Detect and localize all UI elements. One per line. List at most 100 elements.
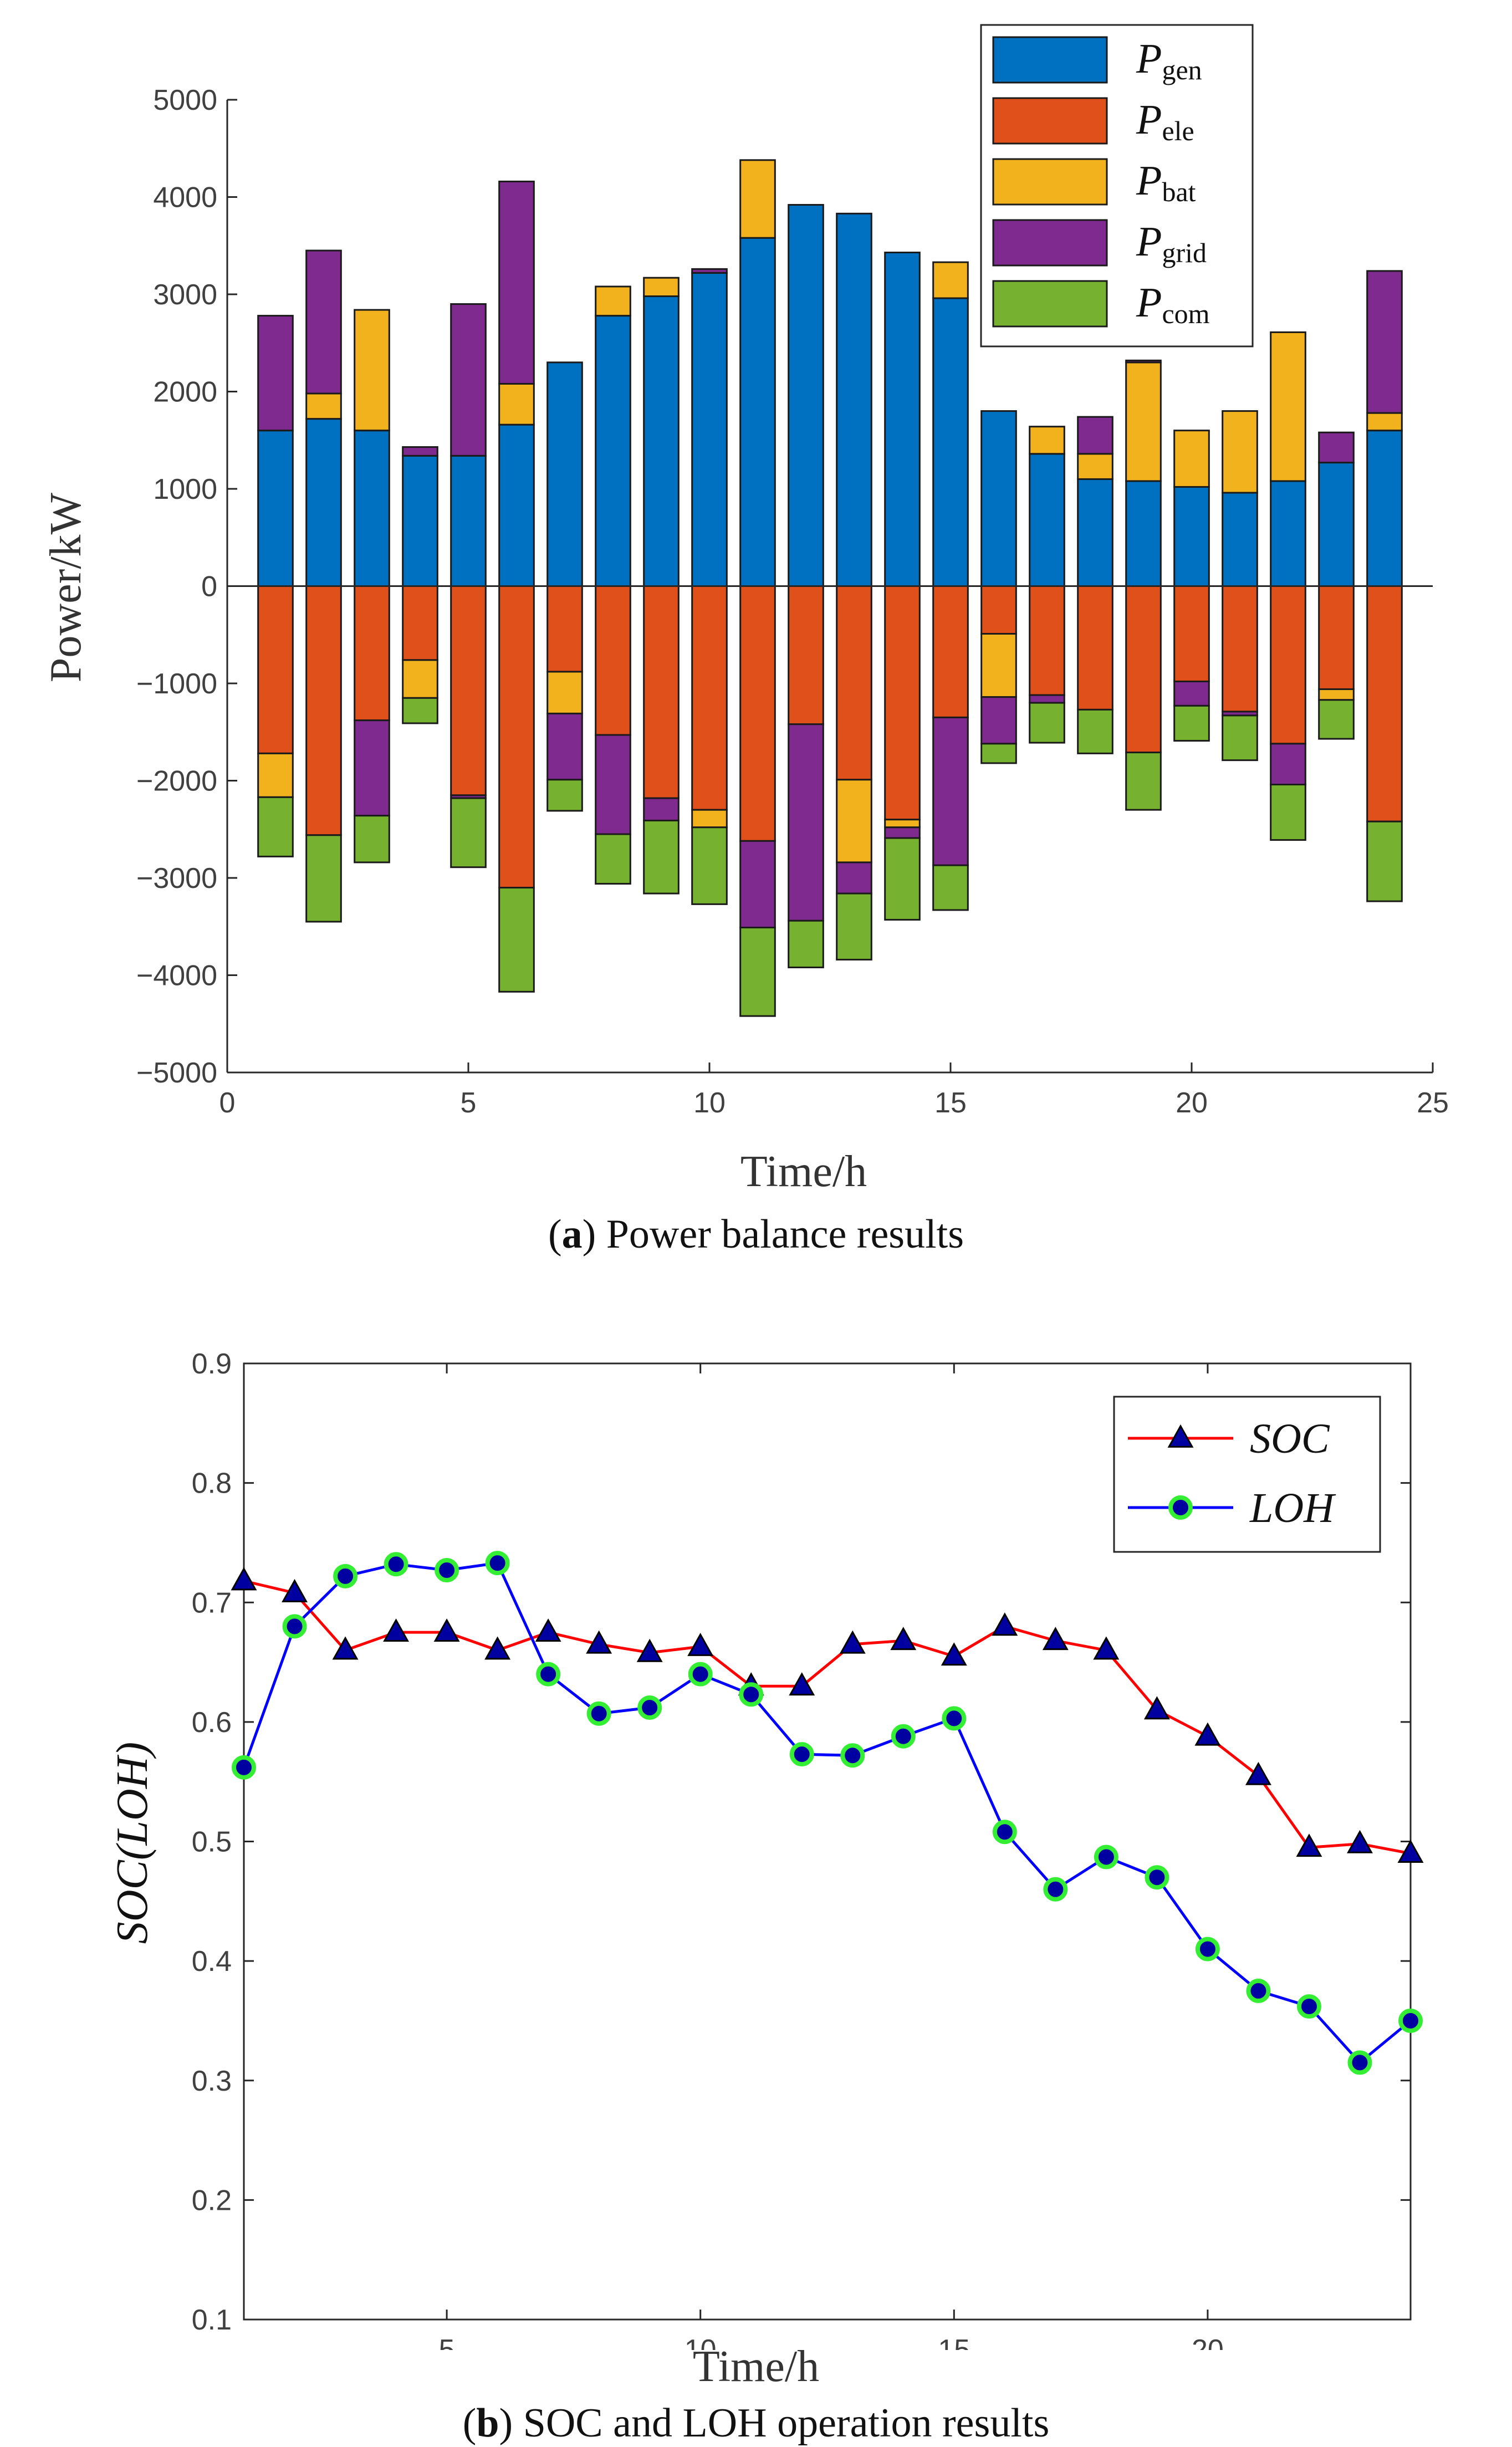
- bar-p-com-negative: [1173, 704, 1210, 742]
- marker-soc: [992, 1612, 1018, 1636]
- bar-p-ele-negative: [980, 585, 1017, 635]
- bar-p-ele-negative: [739, 585, 776, 842]
- marker-loh: [739, 1682, 764, 1707]
- marker-loh: [282, 1614, 307, 1639]
- bar-p-gen-positive: [354, 430, 390, 587]
- bar-p-com-negative: [1318, 699, 1355, 740]
- bar-p-bat-positive: [1366, 412, 1403, 432]
- bar-p-ele-negative: [546, 585, 583, 673]
- x-tick-label-a: 5: [461, 1087, 477, 1119]
- bar-p-grid-negative: [643, 797, 680, 821]
- bar-p-ele-negative: [691, 585, 728, 811]
- y-tick-label-b: 0.8: [192, 1468, 232, 1500]
- bar-p-ele-negative: [643, 585, 680, 799]
- bar-p-com-negative: [257, 796, 294, 857]
- bar-p-com-negative: [354, 815, 390, 864]
- y-tick-label-a: −4000: [136, 960, 217, 992]
- bar-p-ele-negative: [932, 585, 969, 718]
- bar-p-bat-negative: [257, 752, 294, 798]
- bar-p-grid-negative: [546, 712, 583, 781]
- marker-loh: [435, 1558, 459, 1583]
- legend-label-gen: Pgen: [1136, 35, 1202, 85]
- bar-p-gen-positive: [1029, 453, 1065, 587]
- marker-loh: [891, 1724, 916, 1749]
- bar-p-gen-positive: [1270, 480, 1306, 588]
- bar-p-bat-positive: [1029, 426, 1065, 455]
- marker-loh: [992, 1820, 1017, 1845]
- y-tick-label-b: 0.5: [192, 1826, 232, 1858]
- bar-p-gen-positive: [305, 418, 342, 587]
- bar-p-com-negative: [402, 697, 438, 724]
- bar-p-gen-positive: [1366, 430, 1403, 587]
- bar-p-bat-negative: [980, 632, 1017, 698]
- bar-p-gen-positive: [932, 297, 969, 587]
- marker-soc: [484, 1636, 511, 1660]
- bar-p-ele-negative: [1125, 585, 1162, 754]
- bar-p-bat-positive: [1270, 331, 1306, 482]
- bar-p-com-negative: [739, 927, 776, 1017]
- bar-p-bat-negative: [546, 671, 583, 714]
- marker-soc: [332, 1636, 359, 1660]
- legend-b: SOC LOH: [1113, 1396, 1381, 1553]
- y-tick-label-b: 0.7: [192, 1587, 232, 1619]
- marker-loh: [789, 1742, 814, 1767]
- bar-p-com-negative: [595, 833, 631, 885]
- marker-loh: [1398, 2008, 1423, 2033]
- marker-loh: [1094, 1845, 1118, 1869]
- bar-p-com-negative: [980, 743, 1017, 764]
- bar-p-bat-negative: [402, 659, 438, 699]
- marker-soc: [1296, 1833, 1322, 1857]
- marker-loh: [942, 1706, 967, 1731]
- bar-p-grid-negative: [884, 826, 921, 839]
- bar-p-ele-negative: [402, 585, 438, 661]
- power-balance-figure: 5000 4000 3000 2000 1000 0 −1000 −2000 −3000 −400…: [42, 24, 1449, 1257]
- y-tick-label-a: 5000: [153, 84, 217, 116]
- marker-loh: [1347, 2050, 1372, 2075]
- marker-soc: [383, 1618, 410, 1642]
- marker-loh: [840, 1743, 865, 1768]
- bar-p-com-negative: [932, 864, 969, 911]
- y-tick-label-b: 0.2: [192, 2184, 232, 2216]
- bar-p-ele-negative: [884, 585, 921, 821]
- bar-p-com-negative: [1366, 820, 1403, 902]
- bar-p-bat-negative: [1318, 688, 1355, 701]
- bar-p-bat-positive: [498, 382, 535, 426]
- bar-p-ele-negative: [498, 585, 535, 889]
- y-tick-label-a: 1000: [153, 473, 217, 505]
- y-tick-label-a: −3000: [136, 862, 217, 895]
- bar-p-com-negative: [643, 819, 680, 895]
- bar-p-gen-positive: [739, 237, 776, 587]
- marker-loh: [586, 1701, 611, 1726]
- bar-p-bat-positive: [1077, 453, 1113, 480]
- y-tick-label-a: 4000: [153, 182, 217, 214]
- caption-b-letter: b: [476, 2400, 499, 2446]
- bar-p-ele-negative: [1222, 585, 1258, 713]
- legend-swatch-grid: [992, 219, 1108, 267]
- legend-swatch-ele: [992, 97, 1108, 145]
- bar-p-gen-positive: [450, 454, 487, 588]
- bar-p-ele-negative: [1077, 585, 1113, 711]
- bar-p-grid-positive: [402, 446, 438, 457]
- bar-p-grid-positive: [1318, 431, 1355, 464]
- marker-soc: [789, 1672, 815, 1696]
- bar-p-ele-negative: [354, 585, 390, 722]
- legend-marker-soc: [1167, 1424, 1194, 1448]
- legend-swatch-bat: [992, 158, 1108, 206]
- x-tick-label-a: 0: [219, 1087, 236, 1119]
- marker-loh: [232, 1755, 256, 1780]
- bar-p-ele-negative: [836, 585, 872, 781]
- y-tick-label-b: 0.3: [192, 2065, 232, 2097]
- caption-a-letter: a: [561, 1212, 583, 1257]
- marker-loh: [333, 1564, 358, 1588]
- x-axis-label-a: Time/h: [740, 1147, 867, 1196]
- marker-soc: [636, 1638, 663, 1662]
- bar-p-bat-positive: [932, 261, 969, 299]
- bar-p-gen-positive: [402, 454, 438, 588]
- marker-loh: [1246, 1979, 1271, 2004]
- marker-loh: [637, 1695, 662, 1720]
- bar-p-gen-positive: [257, 430, 294, 587]
- legend-label-loh: LOH: [1249, 1485, 1336, 1531]
- bar-p-bat-positive: [305, 392, 342, 420]
- bar-p-gen-positive: [691, 272, 728, 587]
- caption-a: (a) Power balance results: [548, 1212, 964, 1257]
